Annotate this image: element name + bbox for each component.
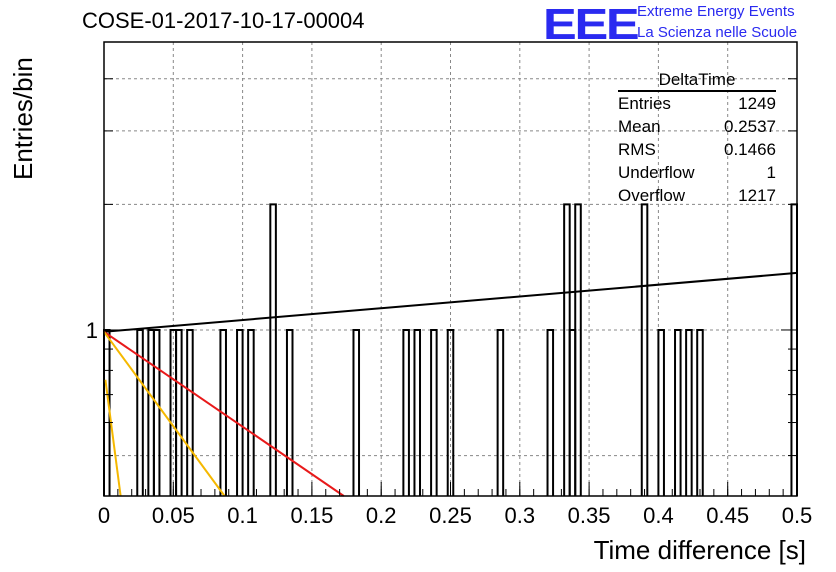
stats-value: 0.2537 [724, 117, 776, 136]
stats-label: Entries [618, 94, 671, 113]
histogram-bin [430, 328, 438, 496]
axis-ticks: 0 0.05 0.1 0.15 0.2 0.25 0.3 0.35 0.4 0.45 0.5 1 [86, 78, 813, 528]
histogram-bin [219, 328, 227, 496]
histogram-bin [574, 203, 582, 496]
histogram-bin [103, 328, 111, 496]
histogram-bin [685, 328, 693, 496]
histogram-bin [696, 328, 704, 496]
histogram-bin [285, 328, 294, 496]
logo-line-1: Extreme Energy Events [637, 3, 795, 20]
stats-row: Entries 1249 [612, 92, 776, 115]
histogram-bin [640, 203, 649, 496]
x-tick-label: 0.35 [568, 503, 611, 528]
histogram-bin [352, 328, 361, 496]
stats-row: Underflow 1 [612, 161, 776, 184]
histogram-bin [546, 328, 555, 496]
stats-value: 1249 [738, 94, 776, 113]
histogram-bin [152, 328, 161, 496]
x-tick-label: 0 [98, 503, 110, 528]
histogram-bin [247, 328, 255, 496]
histogram-bin [790, 203, 798, 496]
stats-row: Mean 0.2537 [612, 115, 776, 138]
chart-title: COSE-01-2017-10-17-00004 [82, 8, 365, 33]
stats-label: Underflow [618, 163, 695, 182]
x-tick-label: 0.2 [366, 503, 397, 528]
histogram-bin [657, 328, 665, 496]
stats-box: DeltaTime Entries 1249 Mean 0.2537 RMS 0.14… [612, 70, 776, 207]
stats-value: 1217 [738, 186, 776, 205]
stats-value: 1 [766, 163, 776, 182]
histogram-bin [236, 328, 244, 496]
fit-lines [103, 271, 798, 497]
stats-value: 0.1466 [724, 140, 776, 159]
histogram-bin [269, 203, 277, 496]
histogram-bin [136, 328, 144, 496]
x-tick-label: 0.45 [706, 503, 749, 528]
x-tick-label: 0.1 [227, 503, 258, 528]
histogram-bin [413, 328, 422, 496]
histogram-bars [103, 203, 798, 496]
x-tick-label: 0.4 [643, 503, 674, 528]
histogram-bin [186, 328, 194, 496]
x-tick-label: 0.25 [429, 503, 472, 528]
stats-label: Mean [618, 117, 661, 136]
stats-title: DeltaTime [618, 70, 776, 92]
fit-line [103, 331, 226, 497]
eee-logo: EEE [543, 0, 640, 49]
x-tick-label: 0.05 [152, 503, 195, 528]
x-tick-label: 0.5 [782, 503, 813, 528]
stats-label: Overflow [618, 186, 686, 205]
fit-line [103, 330, 345, 497]
histogram-bin [402, 328, 410, 496]
x-tick-label: 0.15 [290, 503, 333, 528]
histogram-bin [446, 328, 455, 496]
fit-line [103, 271, 798, 333]
x-axis-label: Time difference [s] [593, 535, 806, 565]
histogram-bin [496, 328, 505, 496]
histogram-bin [674, 328, 682, 496]
logo-line-2: La Scienza nelle Scuole [637, 24, 798, 41]
x-tick-label: 0.3 [505, 503, 536, 528]
y-tick-label: 1 [86, 318, 98, 343]
stats-row: Overflow 1217 [612, 184, 776, 207]
stats-row: RMS 0.1466 [612, 138, 776, 161]
fit-line [104, 379, 122, 497]
histogram-bin [175, 328, 183, 496]
stats-label: RMS [618, 140, 656, 159]
y-axis-label: Entries/bin [8, 57, 38, 180]
